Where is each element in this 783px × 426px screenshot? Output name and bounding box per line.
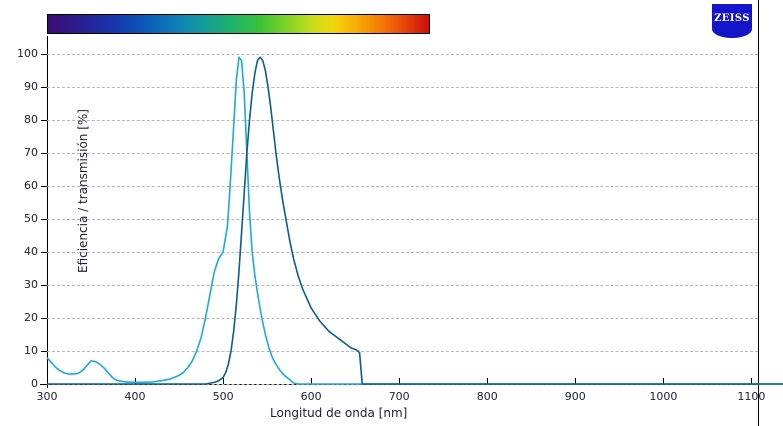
y-tick-mark-50: [41, 218, 48, 220]
x-tick-mark-500: [223, 378, 225, 385]
x-tick-label-700: 700: [388, 390, 410, 403]
x-tick-mark-1100: [751, 378, 753, 385]
x-tick-label-300: 300: [36, 390, 58, 403]
y-tick-label-70: 70: [24, 145, 38, 159]
x-tick-mark-300: [47, 378, 48, 385]
zeiss-logo-plate: [712, 4, 752, 38]
x-tick-label-400: 400: [124, 390, 146, 403]
y-axis-line: [47, 36, 48, 388]
x-tick-mark-700: [399, 378, 401, 385]
y-tick-mark-90: [41, 86, 48, 88]
y-tick-mark-80: [41, 119, 48, 121]
gridline-y-40: [47, 251, 758, 253]
y-tick-mark-10: [41, 350, 48, 352]
x-tick-label-600: 600: [300, 390, 322, 403]
y-tick-label-50: 50: [24, 211, 38, 225]
x-tick-mark-800: [487, 378, 489, 385]
y-tick-mark-20: [41, 317, 48, 319]
x-axis-title: Longitud de onda [nm]: [270, 406, 408, 420]
y-tick-label-90: 90: [24, 79, 38, 93]
y-tick-label-20: 20: [24, 310, 38, 324]
y-tick-label-0: 0: [31, 377, 38, 390]
gridline-y-60: [47, 185, 758, 187]
y-tick-label-60: 60: [24, 178, 38, 192]
visible-spectrum-gradient-bar: [47, 14, 430, 34]
y-tick-label-100: 100: [17, 46, 38, 60]
y-tick-label-80: 80: [24, 112, 38, 126]
plot-right-border: [758, 0, 759, 426]
spectral-curves: [46, 56, 783, 385]
x-tick-label-500: 500: [212, 390, 234, 403]
y-tick-label-30: 30: [24, 277, 38, 291]
y-tick-mark-60: [41, 185, 48, 187]
y-tick-mark-100: [41, 53, 48, 55]
gridline-y-30: [47, 284, 758, 286]
curve-curva-azul-oscuro: [47, 56, 783, 385]
gridline-y-10: [47, 350, 758, 352]
y-tick-label-40: 40: [24, 244, 38, 258]
y-tick-mark-70: [41, 152, 48, 154]
gridline-y-100: [47, 53, 758, 55]
x-tick-label-900: 900: [564, 390, 586, 403]
plot-area: Eficiencia / transmisión [%]: [46, 44, 783, 385]
y-axis-title: Eficiencia / transmisión [%]: [76, 109, 90, 274]
x-tick-mark-600: [311, 378, 313, 385]
x-tick-mark-1000: [663, 378, 665, 385]
x-tick-label-1000: 1000: [649, 390, 678, 403]
zeiss-logo-wordmark: ZEISS: [714, 13, 750, 24]
gridline-y-90: [47, 86, 758, 88]
y-tick-mark-0: [41, 384, 48, 385]
curve-curva-cian: [46, 56, 783, 385]
x-tick-mark-400: [135, 378, 137, 385]
gridline-y-20: [47, 317, 758, 319]
y-tick-mark-40: [41, 251, 48, 253]
y-tick-label-10: 10: [24, 343, 38, 357]
zeiss-logo: ZEISS: [712, 4, 752, 38]
x-tick-label-800: 800: [476, 390, 498, 403]
y-tick-mark-30: [41, 284, 48, 286]
x-tick-mark-900: [575, 378, 577, 385]
gridline-y-80: [47, 119, 758, 121]
gridline-y-50: [47, 218, 758, 220]
gridline-y-70: [47, 152, 758, 154]
x-tick-label-1100: 1100: [737, 390, 766, 403]
